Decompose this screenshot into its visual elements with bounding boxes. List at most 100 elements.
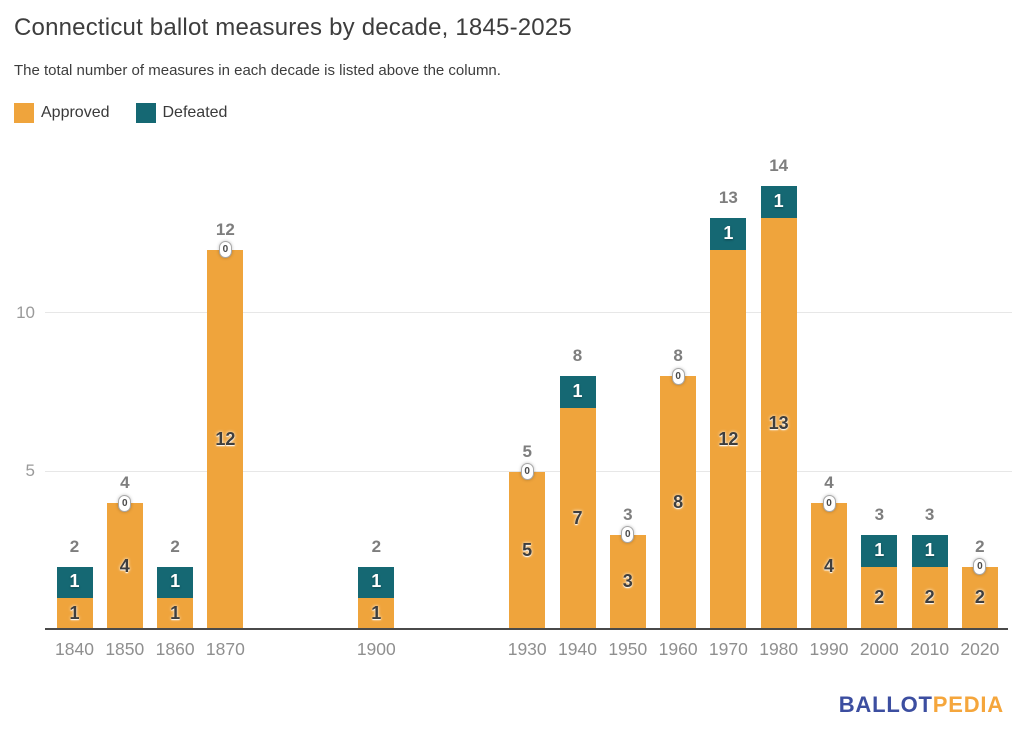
bar-1980-defeated-label: 1 (773, 191, 784, 212)
bar-1840-total-label: 2 (69, 536, 80, 556)
bar-1850-zero-badge: 0 (118, 494, 132, 512)
bar-1940-approved-label: 7 (572, 508, 583, 529)
bar-1930-total-label: 5 (522, 441, 532, 461)
bar-1980-defeated (760, 186, 797, 218)
bar-2020-approved-label: 2 (974, 587, 985, 608)
bar-1990-approved-label: 4 (823, 555, 834, 576)
x-axis-label-2010: 2010 (910, 639, 950, 659)
bar-1860-defeated-label: 1 (170, 571, 181, 592)
bar-1900-approved (358, 598, 395, 630)
x-axis-label-1840: 1840 (55, 639, 94, 659)
bar-2010-total-label: 3 (924, 504, 935, 524)
bar-1950-zero-badge: 0 (621, 526, 635, 544)
bar-2010-approved (911, 566, 948, 630)
bar-2020-total-label: 2 (975, 536, 985, 556)
approved-swatch-icon (14, 103, 34, 123)
x-axis-line (45, 628, 1008, 630)
bar-2020-zero-badge: 0 (973, 558, 987, 576)
bar-1940-defeated (559, 376, 596, 409)
bar-1900-total-label: 2 (371, 536, 382, 556)
bar-1990-zero-badge: 0 (822, 494, 836, 512)
x-axis-label-1940: 1940 (558, 639, 597, 659)
bar-1850-total-label: 4 (120, 473, 130, 493)
logo-text-pedia: PEDIA (932, 692, 1004, 717)
bar-1970-defeated-label: 1 (723, 222, 734, 243)
bar-1990-total-label: 4 (824, 473, 834, 493)
x-axis-label-1950: 1950 (608, 639, 648, 659)
logo-text-ballot: BALLOT (838, 692, 933, 717)
bar-1940-defeated-label: 1 (572, 381, 583, 402)
y-axis-tick-label-10: 10 (16, 302, 35, 322)
defeated-swatch-icon (135, 103, 156, 123)
chart-subtitle: The total number of measures in each dec… (14, 62, 501, 79)
bar-2010-defeated (911, 534, 948, 567)
x-axis-label-1860: 1860 (155, 639, 195, 659)
bar-1980-approved (760, 217, 797, 630)
x-axis-label-1900: 1900 (356, 639, 396, 659)
y-axis-tick-label-5: 5 (25, 461, 35, 480)
x-axis-label-2020: 2020 (960, 639, 1000, 659)
x-axis-label-1930: 1930 (507, 639, 547, 659)
bar-1900-defeated-label: 1 (371, 571, 382, 592)
bar-1980-total-label: 14 (769, 156, 789, 176)
bar-1900-approved-label: 1 (371, 603, 382, 624)
x-axis-label-2000: 2000 (859, 639, 899, 659)
bar-1970-approved-label: 12 (718, 428, 739, 449)
bar-1960-approved (660, 376, 697, 630)
bar-1950-approved (609, 534, 646, 630)
bar-2010-approved-label: 2 (924, 587, 935, 608)
bar-1930-zero-badge: 0 (520, 463, 534, 480)
bar-2000-defeated-label: 1 (874, 539, 885, 560)
bar-1960-approved-label: 8 (673, 492, 684, 513)
ballotpedia-logo: BALLOTPEDIA (839, 692, 1004, 718)
bar-1840-approved (56, 598, 93, 630)
x-axis-label-1980: 1980 (759, 639, 799, 659)
bar-2010-defeated-label: 1 (924, 539, 935, 560)
bar-1840-defeated (56, 566, 93, 599)
legend-label-approved: Approved (41, 104, 110, 121)
bar-1950-approved-label: 3 (622, 571, 633, 592)
bar-1980-approved-label: 13 (768, 412, 789, 433)
bar-1860-approved-label: 1 (170, 603, 181, 624)
bar-1840-approved-label: 1 (69, 603, 80, 624)
bar-2000-approved-label: 2 (874, 587, 885, 608)
bar-1940-approved (559, 408, 596, 630)
bar-1900-defeated (358, 566, 395, 599)
bar-1970-defeated (710, 217, 747, 250)
bar-2020-approved (961, 566, 998, 630)
bar-1860-approved (157, 598, 194, 630)
gridline-10 (45, 312, 1012, 313)
bar-2000-defeated (861, 534, 898, 567)
legend-item-approved: Approved (14, 103, 110, 123)
bar-1870-approved-label: 12 (215, 428, 236, 449)
legend-label-defeated: Defeated (162, 104, 228, 121)
bar-1960-total-label: 8 (673, 346, 683, 366)
bar-2000-total-label: 3 (874, 504, 885, 524)
bar-1970-total-label: 13 (718, 187, 738, 207)
bar-1970-approved (710, 249, 747, 630)
bar-1840-defeated-label: 1 (69, 571, 80, 592)
x-axis-label-1870: 1870 (205, 639, 245, 659)
bar-1930-approved (509, 471, 546, 630)
bar-1870-total-label: 12 (215, 219, 235, 239)
bar-1870-zero-badge: 0 (218, 241, 232, 259)
x-axis-label-1960: 1960 (658, 639, 698, 659)
legend-item-defeated: Defeated (135, 103, 228, 123)
bar-2000-approved (861, 566, 898, 630)
bar-1960-zero-badge: 0 (671, 367, 685, 385)
bar-1870-approved (207, 249, 244, 630)
bar-1950-total-label: 3 (623, 504, 633, 524)
chart-title: Connecticut ballot measures by decade, 1… (14, 14, 572, 41)
x-axis-label-1990: 1990 (809, 639, 849, 659)
bar-1860-total-label: 2 (170, 536, 180, 556)
bar-1860-defeated (157, 566, 194, 599)
bar-1990-approved (811, 503, 847, 630)
legend: Approved Defeated (14, 103, 227, 123)
bar-1850-approved (106, 503, 143, 630)
bar-1940-total-label: 8 (572, 346, 583, 366)
bar-1850-approved-label: 4 (119, 555, 130, 576)
bar-1930-approved-label: 5 (522, 539, 533, 560)
x-axis-label-1850: 1850 (105, 639, 145, 659)
